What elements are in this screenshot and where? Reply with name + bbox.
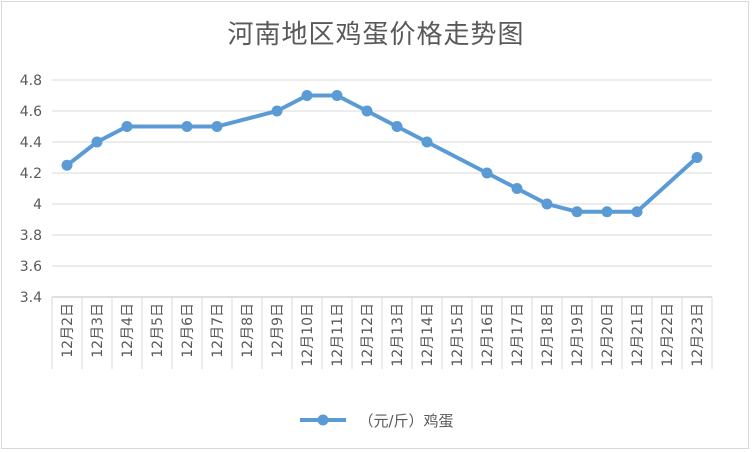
data-point — [601, 206, 613, 218]
x-tick-label: 12月6日 — [180, 303, 196, 358]
legend: （元/斤）鸡蛋 — [0, 408, 752, 432]
y-tick-label: 3.6 — [20, 259, 42, 275]
y-tick-label: 4.8 — [20, 73, 42, 89]
series-line — [65, 93, 699, 214]
x-tick-label: 12月22日 — [660, 303, 676, 367]
x-tick-label: 12月16日 — [480, 303, 496, 367]
x-tick-label: 12月9日 — [270, 303, 286, 358]
data-point — [61, 159, 73, 171]
x-tick-label: 12月11日 — [330, 303, 346, 367]
x-tick-label: 12月7日 — [210, 303, 226, 358]
x-tick-label: 12月23日 — [690, 303, 706, 367]
data-point — [331, 90, 343, 101]
y-tick-label: 4 — [33, 197, 42, 213]
x-tick-label: 12月15日 — [450, 303, 466, 367]
data-point — [511, 183, 523, 194]
x-tick-label: 12月20日 — [600, 303, 616, 367]
x-tick-label: 12月3日 — [90, 303, 106, 358]
x-tick-label: 12月18日 — [540, 303, 556, 367]
data-point — [541, 198, 553, 210]
data-point — [571, 206, 583, 218]
data-point — [481, 167, 493, 179]
x-tick-label: 12月12日 — [360, 303, 376, 367]
legend-marker — [300, 414, 347, 426]
x-tick-label: 12月4日 — [120, 303, 136, 358]
data-point — [361, 105, 373, 117]
y-tick-label: 4.4 — [20, 135, 42, 151]
x-tick-label: 12月2日 — [60, 303, 76, 358]
x-tick-label: 12月21日 — [630, 303, 646, 367]
x-tick-label: 12月14日 — [420, 303, 436, 367]
data-point — [691, 152, 703, 163]
x-tick-label: 12月8日 — [240, 303, 256, 358]
data-point — [181, 121, 193, 132]
legend-label: （元/斤）鸡蛋 — [358, 411, 454, 430]
data-point — [301, 90, 313, 101]
y-tick-label: 3.4 — [20, 290, 42, 306]
y-tick-label: 4.2 — [20, 166, 42, 182]
y-tick-label: 4.6 — [20, 104, 42, 120]
chart-title: 河南地区鸡蛋价格走势图 — [227, 20, 525, 50]
x-tick-label: 12月13日 — [390, 303, 406, 367]
x-tick-label: 12月5日 — [150, 303, 166, 358]
data-point — [91, 136, 103, 148]
data-point — [421, 136, 433, 148]
y-tick-label: 3.8 — [20, 228, 42, 244]
data-point — [631, 206, 643, 218]
x-tick-label: 12月10日 — [300, 303, 316, 367]
x-tick-label: 12月17日 — [510, 303, 526, 367]
data-point — [271, 105, 283, 117]
x-tick-label: 12月19日 — [570, 303, 586, 367]
data-point — [121, 121, 133, 132]
data-point — [391, 121, 403, 132]
data-point — [211, 121, 223, 132]
